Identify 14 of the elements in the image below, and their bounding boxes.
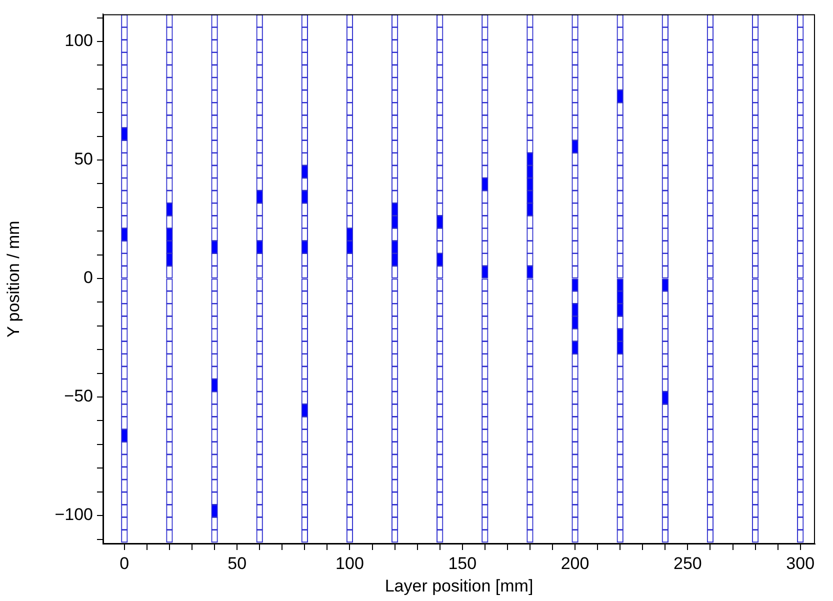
y-tick-label: 0 [84, 268, 93, 288]
x-tick-label: 200 [560, 554, 590, 573]
y-tick-label: −50 [64, 386, 93, 406]
x-tick-label: 100 [336, 554, 364, 573]
y-tick-label: 50 [74, 150, 93, 169]
y-tick-label: 100 [64, 31, 93, 50]
y-tick-label: −100 [54, 505, 93, 524]
y-axis-title: Y position / mm [4, 220, 23, 338]
x-tick-label: 50 [228, 554, 247, 573]
x-tick-label: 300 [786, 554, 815, 573]
x-tick-label: 250 [674, 554, 702, 573]
x-tick-label: 0 [120, 554, 130, 573]
x-axis-title: Layer position [mm] [384, 576, 534, 596]
x-tick-label: 150 [448, 554, 477, 573]
